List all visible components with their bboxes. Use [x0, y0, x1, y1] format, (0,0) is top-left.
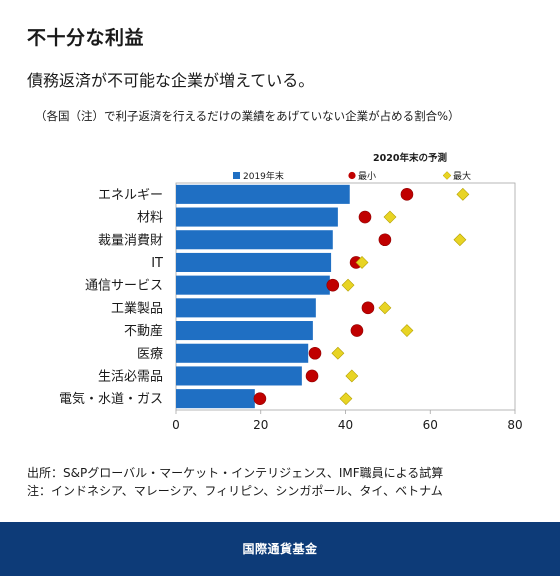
min-marker — [253, 392, 267, 405]
category-label: エネルギー — [98, 188, 163, 203]
category-label: 工業製品 — [111, 300, 163, 316]
category-label: 電気・水道・ガス — [59, 391, 163, 407]
bar-2019 — [176, 366, 302, 386]
bar-2019 — [176, 321, 313, 341]
x-tick-label: 20 — [253, 418, 268, 432]
x-tick-label: 0 — [172, 418, 180, 432]
max-marker — [383, 210, 397, 224]
bar-2019 — [176, 298, 316, 318]
max-marker — [339, 392, 353, 406]
bar-2019 — [176, 275, 330, 295]
organization-name: 国際通貨基金 — [242, 542, 318, 556]
category-label: 生活必需品 — [98, 369, 163, 384]
min-marker — [350, 324, 364, 337]
footer-band: 国際通貨基金 — [0, 522, 560, 576]
category-label: 裁量消費財 — [98, 232, 163, 248]
category-label: 不動産 — [124, 323, 163, 339]
bar-2019 — [176, 252, 332, 272]
max-marker — [331, 346, 345, 360]
max-marker — [341, 278, 355, 292]
category-label: 材料 — [137, 211, 163, 226]
max-marker — [400, 324, 414, 337]
legend-label-2019: 2019年末 — [243, 170, 284, 182]
source-text: 出所：S&Pグローバル・マーケット・インテリジェンス、IMF職員による試算 — [27, 466, 444, 480]
legend-label-max: 最大 — [453, 170, 471, 182]
bar-2019 — [176, 184, 350, 204]
page-title: 不十分な利益 — [27, 27, 145, 49]
x-tick-label: 60 — [423, 418, 438, 432]
category-label: IT — [151, 256, 163, 271]
x-tick-label: 40 — [338, 418, 353, 432]
category-label: 通信サービス — [85, 279, 163, 294]
markers-max — [331, 187, 470, 406]
max-marker — [355, 256, 369, 269]
bar-2019 — [176, 343, 309, 363]
bar-2019 — [176, 389, 255, 409]
chart-description-note: （各国（注）で利子返済を行えるだけの業績をあげていない企業が占める割合%） — [35, 109, 460, 123]
max-marker — [456, 187, 470, 201]
max-marker — [345, 369, 359, 383]
x-axis: 0 20 40 60 80 — [172, 410, 523, 432]
bar-2019 — [176, 207, 338, 227]
max-marker — [453, 233, 467, 247]
legend-bar-swatch — [233, 172, 240, 179]
category-label: 医療 — [137, 347, 163, 362]
page-subtitle: 債務返済が不可能な企業が増えている。 — [27, 71, 315, 90]
legend-max-marker — [442, 171, 452, 180]
bar-2019 — [176, 230, 333, 250]
min-marker — [358, 210, 372, 224]
min-marker — [361, 301, 375, 315]
min-marker — [305, 369, 319, 383]
min-marker — [326, 278, 340, 292]
legend: 2020年末の予測 2019年末 最小 最大 — [233, 152, 471, 182]
legend-title: 2020年末の予測 — [373, 152, 447, 164]
footnote-text: 注：インドネシア、マレーシア、フィリピン、シンガポール、タイ、ベトナム — [27, 484, 443, 498]
min-marker — [378, 233, 392, 247]
min-marker — [400, 188, 414, 201]
x-tick-label: 80 — [507, 418, 522, 432]
bars-2019 — [176, 184, 350, 409]
max-marker — [378, 301, 392, 315]
legend-label-min: 最小 — [358, 171, 376, 182]
min-marker — [308, 346, 322, 360]
legend-min-marker — [348, 171, 356, 180]
